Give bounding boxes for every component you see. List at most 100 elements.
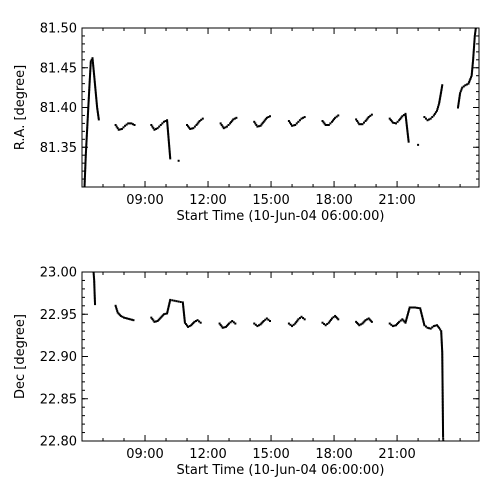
data-point: [441, 411, 444, 414]
data-point: [198, 320, 201, 323]
data-point: [88, 87, 91, 90]
data-point: [420, 311, 423, 314]
data-point: [471, 66, 474, 69]
data-point: [441, 384, 444, 387]
data-point: [441, 385, 444, 388]
data-point: [196, 122, 199, 125]
data-point: [183, 318, 186, 321]
data-point: [407, 139, 410, 142]
data-point: [235, 116, 238, 119]
data-point: [362, 321, 365, 324]
data-point: [267, 318, 270, 321]
data-point: [151, 125, 154, 128]
data-point: [93, 293, 96, 296]
data-point: [471, 63, 474, 66]
data-point: [464, 84, 467, 87]
data-point: [287, 322, 290, 325]
x-tick-label: 21:00: [378, 447, 415, 462]
data-point: [85, 138, 88, 141]
data-point: [429, 117, 432, 120]
data-point: [322, 121, 325, 124]
data-point: [473, 39, 476, 42]
data-point: [254, 323, 257, 326]
data-point: [295, 321, 298, 324]
data-point: [441, 410, 444, 413]
data-point: [441, 363, 444, 366]
data-point: [337, 114, 340, 117]
data-point: [167, 132, 170, 135]
data-point: [167, 304, 170, 307]
data-point: [402, 319, 405, 322]
x-tick-label: 09:00: [126, 447, 163, 462]
data-point: [439, 328, 442, 331]
data-point: [127, 122, 130, 125]
data-point: [91, 57, 94, 60]
data-point: [93, 277, 96, 280]
data-point: [300, 117, 303, 120]
data-point: [441, 399, 444, 402]
y-tick-label: 81.45: [40, 61, 77, 76]
data-point: [117, 312, 120, 315]
data-point: [168, 146, 171, 149]
data-point: [86, 120, 89, 123]
data-point: [437, 106, 440, 109]
data-point: [364, 120, 367, 123]
data-point: [89, 73, 92, 76]
data-point: [86, 127, 89, 130]
data-point: [119, 128, 122, 131]
data-point: [162, 313, 165, 316]
data-point: [441, 390, 444, 393]
data-point: [265, 116, 268, 119]
data-point: [467, 82, 470, 85]
data-point: [150, 316, 153, 319]
data-point: [441, 425, 444, 428]
data-point: [84, 151, 87, 154]
data-point: [405, 317, 408, 320]
data-point: [88, 85, 91, 88]
data-point: [473, 36, 476, 39]
data-point: [93, 284, 96, 287]
data-point: [407, 137, 410, 140]
data-point: [189, 127, 192, 130]
data-point: [441, 405, 444, 408]
data-point: [167, 134, 170, 137]
data-point: [199, 321, 202, 324]
data-point: [183, 317, 186, 320]
data-point: [268, 115, 271, 118]
data-point: [156, 127, 159, 130]
data-point: [262, 120, 265, 123]
data-point: [114, 123, 117, 126]
data-point: [260, 123, 263, 126]
data-point: [92, 276, 95, 279]
data-point: [439, 93, 442, 96]
data-point: [405, 119, 408, 122]
data-point: [472, 55, 475, 58]
data-point: [83, 178, 86, 181]
data-point: [324, 123, 327, 126]
data-point: [398, 119, 401, 122]
data-point: [473, 44, 476, 47]
data-point: [167, 307, 170, 310]
data-point: [406, 126, 409, 129]
data-point: [167, 131, 170, 134]
data-point: [115, 306, 118, 309]
data-point: [127, 317, 130, 320]
data-point: [407, 309, 410, 312]
data-point: [423, 324, 426, 327]
data-point: [423, 116, 426, 119]
data-point: [359, 123, 362, 126]
data-point: [168, 145, 171, 148]
data-point: [89, 68, 92, 71]
data-point: [441, 407, 444, 410]
data-point: [84, 158, 87, 161]
data-point: [87, 111, 90, 114]
data-point: [335, 115, 338, 118]
data-point: [332, 316, 335, 319]
data-point: [330, 317, 333, 320]
data-point: [471, 69, 474, 72]
x-tick-label: 21:00: [378, 193, 415, 208]
data-point: [115, 125, 118, 128]
data-point: [440, 87, 443, 90]
data-point: [92, 274, 95, 277]
y-tick-label: 81.35: [40, 141, 77, 156]
